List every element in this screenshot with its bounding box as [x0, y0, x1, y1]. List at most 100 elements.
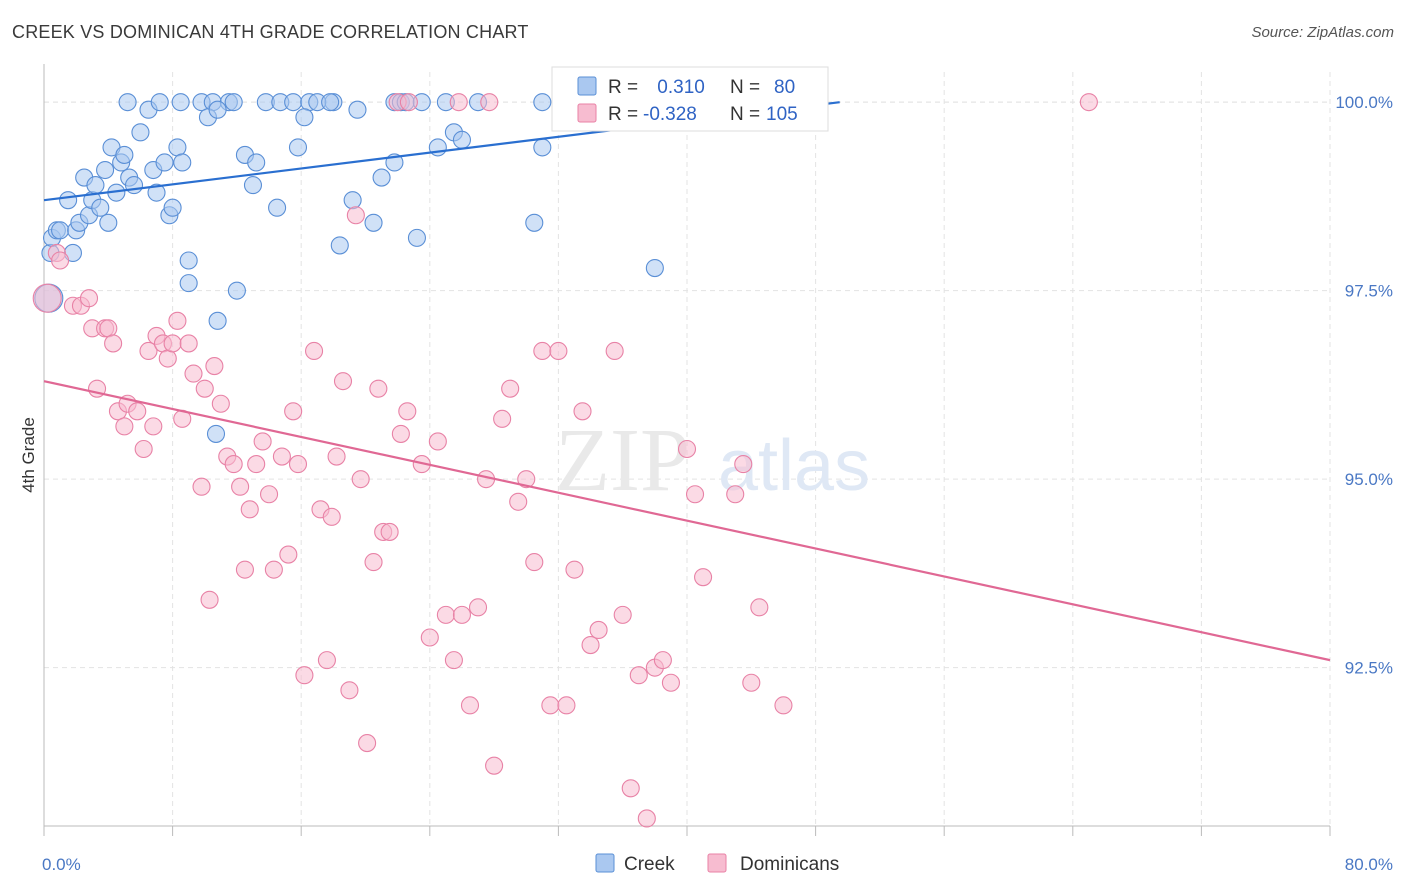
legend-creek-swatch [577, 76, 597, 96]
creek-point [268, 198, 287, 217]
creek-point [91, 198, 110, 217]
dominican-point [264, 560, 283, 579]
creek-point [525, 213, 544, 232]
bottom-legend-creek-swatch [595, 853, 615, 873]
x-tick-label-max: 80.0% [1345, 855, 1393, 874]
dominican-point [163, 334, 182, 353]
dominican-point [295, 666, 314, 685]
legend-creek-n-label: N = [730, 77, 760, 98]
legend-dominican-swatch [577, 103, 597, 123]
dominican-point [398, 402, 417, 421]
legend-dominican-r-value: -0.328 [643, 104, 697, 125]
dominican-point [179, 334, 198, 353]
creek-point [533, 138, 552, 157]
dominican-point [139, 341, 158, 361]
dominican-point [399, 93, 418, 112]
bottom-legend-dominican-label: Dominicans [740, 854, 839, 875]
y-tick-label: 97.5% [1345, 282, 1393, 301]
watermark-zip: ZIP [555, 411, 690, 510]
creek-point [150, 93, 169, 112]
dominican-point [305, 341, 324, 361]
creek-point [206, 424, 226, 443]
creek-point [224, 93, 243, 112]
creek-point [155, 153, 174, 172]
dominican-point [581, 635, 600, 655]
creek-point [284, 93, 303, 112]
dominican-point [677, 439, 697, 459]
dominican-point [195, 379, 214, 398]
dominican-point [79, 289, 99, 308]
dominican-point [629, 666, 648, 685]
dominican-point [605, 341, 624, 361]
creek-point [330, 236, 349, 255]
x-tick-label-min: 0.0% [42, 855, 81, 874]
dominican-point [284, 402, 303, 421]
dominican-point [449, 93, 468, 112]
dominican-point [104, 334, 123, 353]
dominican-point [1079, 93, 1098, 112]
creek-point [163, 198, 182, 217]
legend-creek-n-value: 80 [774, 77, 795, 98]
dominican-point [327, 447, 346, 466]
creek-point [51, 221, 70, 240]
creek-point [243, 176, 263, 195]
dominican-point [653, 651, 672, 670]
dominican-point [231, 477, 250, 496]
creek-point [227, 281, 246, 300]
dominican-point [573, 402, 592, 421]
series-legend: Creek Dominicans [595, 853, 839, 875]
dominican-point [158, 349, 177, 368]
creek-point [118, 93, 137, 112]
creek-point [99, 213, 118, 232]
dominican-point [364, 553, 383, 572]
creek-point [86, 176, 105, 195]
creek-point [533, 93, 552, 112]
y-axis-title: 4th Grade [19, 417, 38, 493]
dominican-point [340, 681, 359, 700]
dominican-point [134, 439, 153, 459]
dominican-point [358, 734, 377, 753]
watermark: ZIP atlas [555, 411, 870, 510]
creek-point [179, 251, 198, 270]
dominican-point [235, 560, 254, 579]
creek-point [247, 153, 266, 172]
dominican-point [168, 311, 187, 330]
dominican-point [468, 598, 488, 617]
dominican-point [99, 319, 118, 338]
creek-point [343, 191, 362, 210]
dominican-point [485, 756, 504, 775]
creek-point [59, 191, 78, 210]
y-tick-label: 92.5% [1345, 659, 1393, 678]
source-credit: Source: ZipAtlas.com [1251, 24, 1394, 41]
dominican-points [32, 93, 1098, 828]
creek-point [364, 213, 383, 232]
creek-point [147, 183, 166, 202]
axes: 92.5% 95.0% 97.5% 100.0% 0.0% 80.0% [42, 64, 1393, 874]
dominican-point [460, 696, 480, 715]
dominican-point [240, 500, 259, 519]
dominican-point [613, 605, 632, 624]
dominican-point [734, 455, 753, 474]
dominican-point [517, 470, 536, 489]
dominican-point [224, 455, 243, 474]
dominican-point [247, 455, 266, 474]
dominican-point [420, 628, 439, 647]
dominican-point [51, 251, 70, 270]
creek-point [452, 130, 472, 149]
dominican-point [493, 409, 512, 428]
creek-point [131, 123, 150, 142]
dominican-point [557, 696, 576, 715]
creek-point [115, 145, 134, 164]
dominican-point [115, 417, 134, 436]
dominican-point [774, 696, 793, 715]
dominican-point [565, 560, 584, 579]
chart-title: CREEK VS DOMINICAN 4TH GRADE CORRELATION… [12, 22, 529, 42]
dominican-point [452, 605, 472, 624]
dominican-point [726, 485, 745, 504]
dominican-point [541, 696, 560, 715]
creek-point [372, 168, 391, 187]
dominican-point [661, 673, 680, 692]
dominican-point [637, 809, 656, 828]
dominican-point [351, 470, 370, 489]
